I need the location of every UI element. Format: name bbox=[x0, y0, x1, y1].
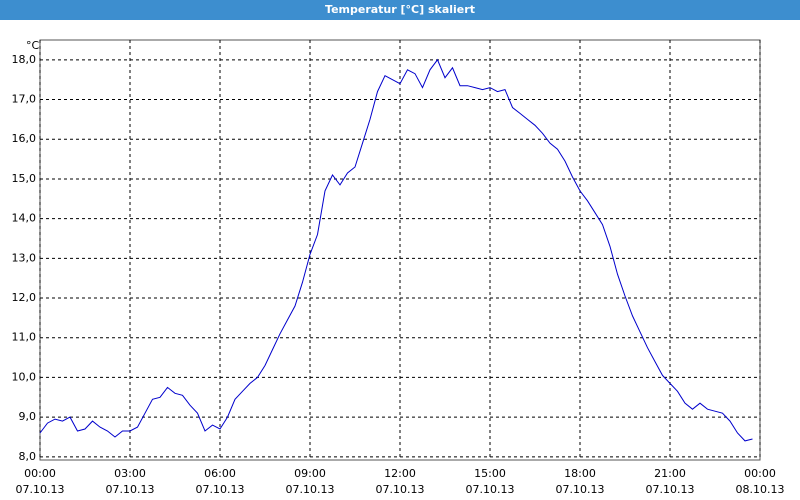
data-line bbox=[39, 58, 753, 442]
chart-title: Temperatur [°C] skaliert bbox=[325, 3, 475, 16]
y-tick-label: 11,0 bbox=[12, 331, 37, 344]
y-tick-label: 13,0 bbox=[12, 251, 37, 264]
title-bar bbox=[0, 0, 800, 20]
x-tick-label: 21:00 bbox=[654, 467, 686, 480]
x-tick-label: 06:00 bbox=[204, 467, 236, 480]
y-tick-label: 9,0 bbox=[19, 410, 37, 423]
x-tick-date: 07.10.13 bbox=[286, 483, 335, 496]
y-tick-label: 10,0 bbox=[12, 370, 37, 383]
y-tick-label: 12,0 bbox=[12, 291, 37, 304]
x-tick-label: 15:00 bbox=[474, 467, 506, 480]
y-tick-label: 17,0 bbox=[12, 93, 37, 106]
x-tick-date: 07.10.13 bbox=[196, 483, 245, 496]
x-tick-date: 07.10.13 bbox=[376, 483, 425, 496]
x-tick-label: 03:00 bbox=[114, 467, 146, 480]
y-unit: °C bbox=[26, 39, 40, 52]
x-tick-label: 00:00 bbox=[24, 467, 56, 480]
y-tick-label: 15,0 bbox=[12, 172, 37, 185]
y-tick-label: 18,0 bbox=[12, 53, 37, 66]
x-tick-date: 07.10.13 bbox=[646, 483, 695, 496]
x-tick-label: 18:00 bbox=[564, 467, 596, 480]
y-tick-label: 16,0 bbox=[12, 132, 37, 145]
x-tick-date: 07.10.13 bbox=[106, 483, 155, 496]
x-tick-label: 09:00 bbox=[294, 467, 326, 480]
x-tick-date: 07.10.13 bbox=[466, 483, 515, 496]
y-tick-label: 8,0 bbox=[19, 450, 37, 463]
x-tick-date: 08.10.13 bbox=[736, 483, 785, 496]
y-tick-label: 14,0 bbox=[12, 212, 37, 225]
x-tick-label: 12:00 bbox=[384, 467, 416, 480]
x-tick-label: 00:00 bbox=[744, 467, 776, 480]
x-tick-date: 07.10.13 bbox=[556, 483, 605, 496]
x-tick-date: 07.10.13 bbox=[16, 483, 65, 496]
